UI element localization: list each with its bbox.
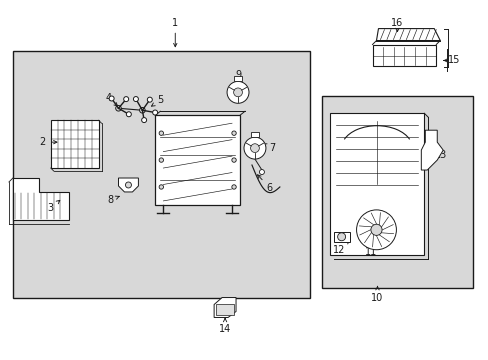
Circle shape (370, 224, 381, 235)
Circle shape (133, 96, 138, 102)
Text: 5: 5 (151, 95, 163, 106)
Circle shape (142, 118, 146, 122)
Text: 14: 14 (219, 318, 231, 334)
Polygon shape (118, 178, 138, 192)
Bar (321, 96, 472, 288)
Circle shape (337, 233, 345, 241)
Polygon shape (13, 178, 68, 220)
Text: 4: 4 (105, 93, 117, 106)
Bar (333, 232, 349, 242)
Bar (51, 120, 99, 168)
Circle shape (226, 81, 248, 103)
Text: 13: 13 (431, 150, 447, 160)
Bar (216, 303, 234, 315)
Polygon shape (376, 28, 439, 41)
Circle shape (116, 105, 121, 111)
Circle shape (231, 158, 236, 162)
Circle shape (233, 88, 242, 97)
Text: 6: 6 (257, 175, 272, 193)
Polygon shape (421, 130, 442, 170)
Text: 12: 12 (333, 240, 349, 255)
Circle shape (231, 185, 236, 189)
Circle shape (109, 96, 114, 101)
Text: 7: 7 (263, 143, 274, 153)
Circle shape (356, 210, 396, 250)
Bar (234, 76, 242, 81)
Circle shape (231, 131, 236, 135)
Circle shape (159, 158, 163, 162)
Circle shape (250, 144, 259, 153)
Circle shape (139, 108, 145, 113)
Circle shape (126, 112, 131, 117)
Text: 2: 2 (40, 137, 57, 147)
Circle shape (147, 97, 152, 102)
Bar (329, 113, 424, 255)
Circle shape (259, 170, 264, 175)
Circle shape (123, 96, 128, 102)
Circle shape (159, 185, 163, 189)
Text: 15: 15 (443, 55, 459, 66)
Bar (372, 45, 435, 67)
Text: 8: 8 (107, 195, 119, 205)
Circle shape (125, 182, 131, 188)
Polygon shape (214, 298, 236, 318)
Text: 9: 9 (234, 71, 241, 87)
Text: 1: 1 (172, 18, 178, 47)
Text: 3: 3 (48, 201, 60, 213)
Bar (155, 115, 240, 205)
Text: 16: 16 (390, 18, 403, 32)
Text: 11: 11 (365, 241, 377, 257)
Bar (250, 132, 259, 137)
Bar (13, 50, 309, 298)
Circle shape (159, 131, 163, 135)
Circle shape (244, 137, 265, 159)
Circle shape (152, 110, 157, 115)
Text: 10: 10 (370, 287, 383, 302)
